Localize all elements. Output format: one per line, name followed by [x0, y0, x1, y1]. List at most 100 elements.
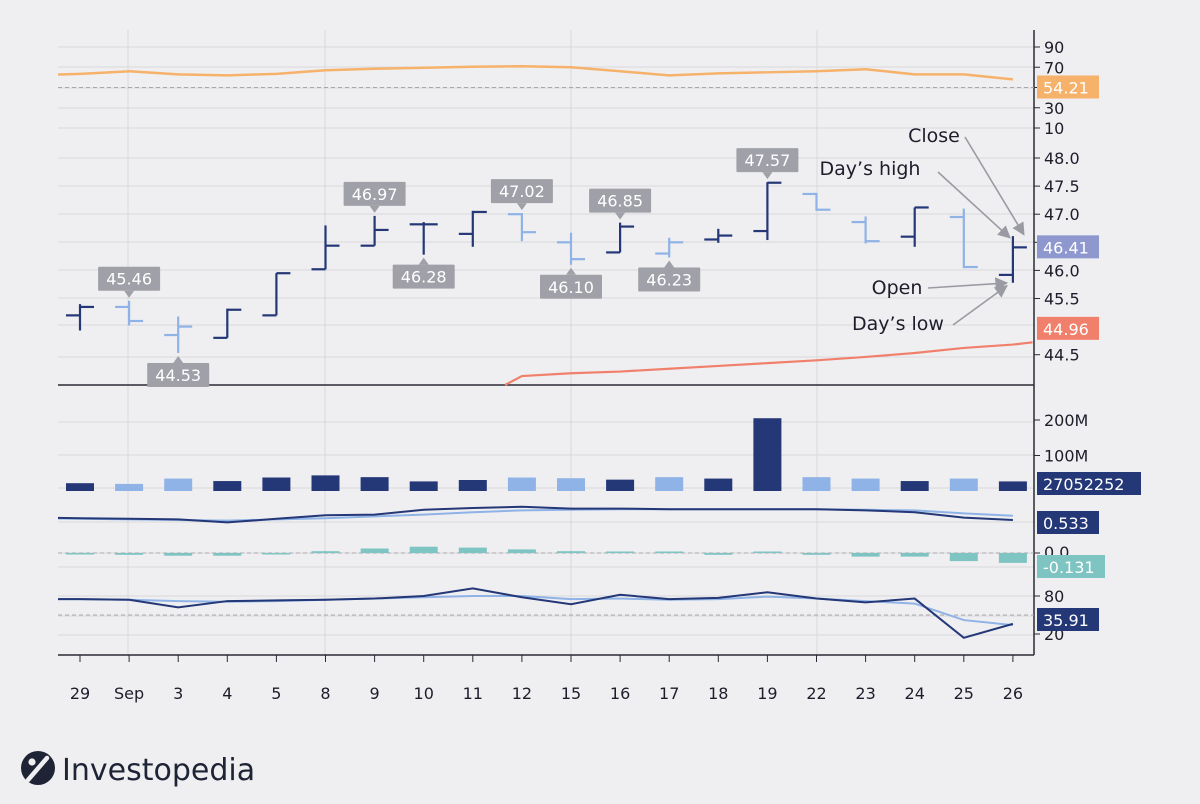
volume-bar — [998, 481, 1027, 491]
brand-name: Investopedia — [62, 753, 255, 788]
volume-bar — [851, 478, 880, 491]
rsi-panel: 9070503010 — [57, 38, 1064, 138]
price-label-pointer — [173, 356, 184, 364]
x-tick-label: 22 — [806, 684, 826, 703]
volume-bar — [507, 477, 536, 491]
value-tag-box — [1037, 472, 1141, 495]
value-tag-text: -0.131 — [1043, 558, 1095, 577]
volume-bar — [949, 478, 978, 491]
volume-bar — [115, 483, 144, 491]
value-tag-text: 54.21 — [1043, 79, 1089, 98]
price-label-box — [98, 266, 161, 291]
rsi-tick-label: 10 — [1044, 119, 1064, 138]
investopedia-logo-icon — [21, 751, 55, 785]
callout-arrow — [964, 136, 1025, 236]
value-tag-text: 0.533 — [1043, 514, 1089, 533]
histogram-bar — [704, 553, 733, 555]
ohlc-bar — [704, 228, 733, 243]
value-tag-box — [1037, 555, 1105, 578]
histogram-bar — [851, 553, 880, 557]
ohlc-bar — [409, 222, 438, 255]
value-tags: 54.21 46.41 44.96 27052252 0.533 -0.131 35.91 — [1037, 75, 1141, 631]
histogram-bar — [115, 553, 144, 555]
price-label: 47.57 — [736, 148, 799, 180]
ohlc-bar — [262, 272, 291, 317]
value-tag-box — [1037, 75, 1099, 99]
histogram-bar — [900, 553, 929, 557]
volume-bar — [753, 418, 782, 491]
price-label-pointer — [124, 290, 135, 298]
x-tick-label: 26 — [1003, 684, 1023, 703]
callout-label: Open — [872, 277, 923, 299]
x-tick-label: 9 — [370, 684, 380, 703]
price-label-pointer — [664, 260, 675, 268]
ohlc-bar — [557, 232, 585, 265]
price-label: 46.10 — [540, 267, 602, 299]
volume-bar — [458, 479, 487, 491]
moving-average-line — [504, 341, 1033, 386]
volume-bar — [360, 477, 389, 491]
ohlc-bar — [507, 213, 536, 242]
volume-panel: 200M 100M — [66, 411, 1088, 491]
price-label-text: 46.85 — [597, 192, 643, 211]
price-label-box — [540, 274, 602, 299]
stochastic-value-tag: 35.91 — [1037, 608, 1099, 631]
price-label-text: 46.97 — [352, 185, 398, 204]
price-label-text: 45.46 — [106, 270, 152, 289]
price-label-box — [589, 188, 652, 213]
ohlc-bar — [66, 304, 94, 331]
price-tick-label: 47.0 — [1044, 205, 1080, 224]
price-label-box — [490, 179, 553, 204]
price-label-text: 44.53 — [155, 366, 201, 385]
value-tag-text: 35.91 — [1043, 611, 1089, 630]
histogram-bar — [164, 553, 193, 556]
volume-bar — [164, 478, 193, 491]
volume-bar — [704, 478, 733, 491]
last-close-tag: 46.41 — [1037, 235, 1099, 259]
histogram-bar — [655, 551, 684, 553]
histogram-bar — [360, 548, 389, 553]
ohlc-bar — [164, 316, 193, 354]
ohlc-bar — [360, 215, 389, 247]
indicator-panel — [57, 505, 1013, 524]
ohlc-bar — [753, 181, 782, 241]
ohlc-bar — [458, 210, 487, 247]
price-label-text: 47.57 — [744, 151, 790, 170]
rsi-line — [57, 64, 1014, 81]
histogram-bar — [949, 553, 978, 562]
price-label-pointer — [762, 172, 773, 180]
x-tick-label: 16 — [610, 684, 630, 703]
price-label-box — [638, 267, 701, 292]
stochastic-line — [58, 587, 1014, 639]
callout: Day’s high — [820, 158, 1011, 239]
value-tag-box — [1037, 235, 1099, 259]
value-tag-box — [1037, 608, 1099, 631]
callout-label: Day’s high — [820, 158, 921, 180]
price-label-text: 46.10 — [548, 278, 594, 297]
moving-average-tag: 44.96 — [1037, 316, 1099, 340]
x-tick-label: 29 — [70, 684, 90, 703]
price-label: 45.46 — [98, 266, 161, 298]
callout-arrow — [952, 285, 1008, 326]
price-label-box — [343, 181, 406, 206]
histogram-value-tag: -0.131 — [1037, 555, 1105, 578]
price-tick-label: 46.0 — [1044, 261, 1080, 280]
rsi-tick-label: 90 — [1044, 38, 1064, 57]
indicator-line — [57, 505, 1013, 524]
rsi-tick-label: 30 — [1044, 99, 1064, 118]
value-tag-text: 46.41 — [1043, 238, 1089, 257]
x-tick-label: 5 — [271, 684, 281, 703]
indicator-value-tag: 0.533 — [1037, 511, 1099, 534]
price-label-pointer — [418, 257, 429, 265]
volume-bar — [262, 477, 291, 491]
volume-bar — [655, 477, 684, 491]
price-tick-label: 48.0 — [1044, 149, 1080, 168]
x-axis: 29 Sep 3 4 5 8 9 10 11 12 15 16 17 18 19 22 23 24 25 26 — [70, 655, 1023, 703]
callout: Close — [908, 125, 1025, 236]
ohlc-callouts: Close Day’s high Open Day’s low — [820, 125, 1025, 335]
ohlc-bar — [900, 206, 929, 247]
x-tick-label: 23 — [855, 684, 875, 703]
price-label-text: 46.28 — [401, 268, 447, 287]
x-tick-label: 3 — [173, 684, 183, 703]
